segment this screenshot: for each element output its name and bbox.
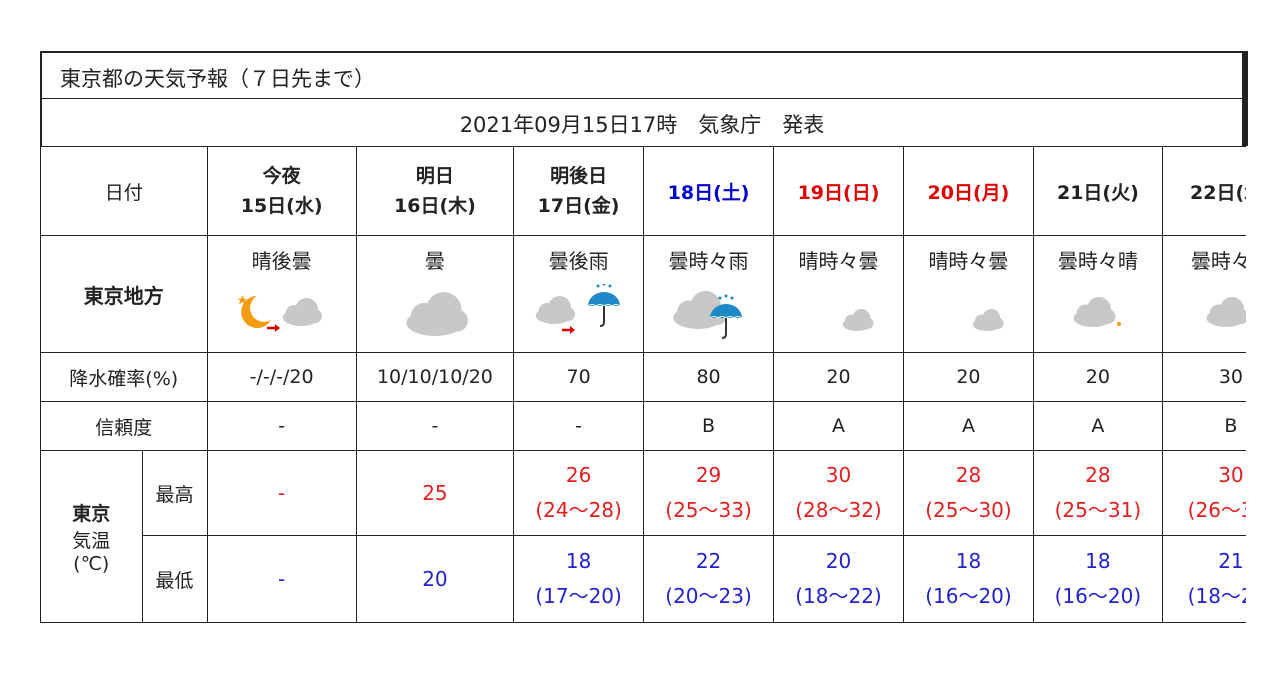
- small-cloud-icon: [775, 284, 903, 340]
- max-temp-cell: -: [206, 450, 357, 536]
- weather-cell: 曇時々雨: [643, 235, 775, 353]
- reliability-row: 信頼度 - - - B A A A B: [40, 401, 1246, 451]
- forecast-table-viewport: 日付 今夜 15日(水) 明日 16日(木) 明後日 17日(金) 18日(土) 19日(日) 2…: [40, 146, 1246, 626]
- max-temp-cell: 25: [355, 450, 515, 536]
- weather-text: 晴時々曇: [928, 248, 1009, 273]
- reliability-cell: A: [773, 401, 904, 451]
- date-cell: 明日 16日(木): [355, 146, 515, 236]
- max-temp-cell: 26 (24～28): [513, 450, 645, 536]
- weather-row: 東京地方 晴後曇 曇 曇後雨 曇時々雨: [40, 235, 1246, 353]
- weather-text: 曇時々晴: [1190, 248, 1246, 273]
- issued-time: 2021年09月15日17時 気象庁 発表: [40, 98, 1244, 146]
- cloud-icon: [357, 284, 512, 340]
- reliability-cell: B: [1161, 401, 1246, 451]
- weather-text: 曇: [424, 248, 445, 273]
- header-edge: [1244, 51, 1248, 146]
- moon-then-cloud-icon: [208, 284, 355, 340]
- date-row: 日付 今夜 15日(水) 明日 16日(木) 明後日 17日(金) 18日(土) 19日(日) 2…: [40, 146, 1246, 236]
- forecast-title: 東京都の天気予報（７日先まで）: [40, 51, 1244, 99]
- temp-label: 東京 気温 (℃): [40, 450, 143, 623]
- min-temp-row: 最低 -20 18 (17～20) 22 (20～23) 20 (18～22) 18 (16～20…: [41, 535, 1246, 623]
- max-temp-cell: 28 (25～30): [902, 450, 1034, 536]
- max-temp-cell: 29 (25～33): [643, 450, 775, 536]
- pop-row: 降水確率(%) -/-/-/20 10/10/10/20 70 80 20 20 20 30: [40, 352, 1246, 402]
- pop-cell: 20: [1032, 352, 1163, 402]
- min-temp-cell: 18 (16～20): [1032, 535, 1163, 623]
- cloud-sometimes-rain-icon: [645, 284, 773, 340]
- weather-text: 晴後曇: [251, 248, 312, 273]
- cloud-sun-icon: [1034, 284, 1161, 340]
- min-temp-cell: 18 (16～20): [902, 535, 1034, 623]
- weather-cell: 晴後曇: [206, 235, 357, 353]
- max-temp-row: 東京 気温 (℃) 最高 -25 26 (24～28) 29 (25～33) 30 (28～32) 2…: [40, 450, 1246, 623]
- forecast-table: 日付 今夜 15日(水) 明日 16日(木) 明後日 17日(金) 18日(土) 19日(日) 2…: [40, 146, 1246, 623]
- weather-cell: 曇時々晴: [1161, 235, 1246, 353]
- pop-cell: 70: [513, 352, 645, 402]
- weather-cell: 曇時々晴: [1032, 235, 1163, 353]
- region-label: 東京地方: [40, 235, 208, 353]
- small-cloud-icon: [904, 284, 1032, 340]
- cloud-sun-icon: [1163, 284, 1246, 340]
- weather-cell: 晴時々曇: [773, 235, 904, 353]
- date-cell: 22日(水): [1161, 146, 1246, 236]
- pop-cell: 10/10/10/20: [355, 352, 515, 402]
- pop-cell: 30: [1161, 352, 1246, 402]
- reliability-cell: -: [355, 401, 515, 451]
- reliability-cell: -: [513, 401, 645, 451]
- pop-cell: 80: [643, 352, 775, 402]
- weather-cell: 晴時々曇: [902, 235, 1034, 353]
- date-cell: 19日(日): [773, 146, 904, 236]
- min-temp-cell: 20 (18～22): [773, 535, 904, 623]
- weather-cell: 曇: [355, 235, 515, 353]
- weather-text: 晴時々曇: [798, 248, 879, 273]
- min-temp-cell: 18 (17～20): [513, 535, 645, 623]
- weather-text: 曇時々晴: [1057, 248, 1138, 273]
- min-temp-cell: 20: [355, 535, 515, 623]
- max-temp-cell: 30 (28～32): [773, 450, 904, 536]
- reliability-cell: A: [902, 401, 1034, 451]
- weather-text: 曇後雨: [548, 248, 609, 273]
- reliability-label: 信頼度: [40, 401, 208, 451]
- date-cell: 18日(土): [643, 146, 775, 236]
- date-label: 日付: [40, 146, 208, 236]
- reliability-cell: A: [1032, 401, 1163, 451]
- min-label: 最低: [141, 535, 208, 623]
- max-label: 最高: [141, 450, 208, 536]
- max-temp-cell: 28 (25～31): [1032, 450, 1163, 536]
- reliability-cell: -: [206, 401, 357, 451]
- max-temp-cell: 30(26～33): [1161, 450, 1246, 536]
- forecast-panel: 東京都の天気予報（７日先まで） 2021年09月15日17時 気象庁 発表 日付…: [40, 51, 1248, 626]
- date-cell: 明後日 17日(金): [513, 146, 645, 236]
- min-temp-cell: 21(18～22): [1161, 535, 1246, 623]
- pop-cell: 20: [773, 352, 904, 402]
- pop-cell: 20: [902, 352, 1034, 402]
- cloud-then-rain-icon: [515, 282, 643, 340]
- min-temp-cell: 22 (20～23): [643, 535, 775, 623]
- weather-text: 曇時々雨: [668, 248, 749, 273]
- pop-label: 降水確率(%): [40, 352, 208, 402]
- pop-cell: -/-/-/20: [206, 352, 357, 402]
- date-cell: 今夜 15日(水): [206, 146, 357, 236]
- date-cell: 21日(火): [1032, 146, 1163, 236]
- min-temp-cell: -: [206, 535, 357, 623]
- weather-cell: 曇後雨: [513, 235, 645, 353]
- reliability-cell: B: [643, 401, 775, 451]
- date-cell: 20日(月): [902, 146, 1034, 236]
